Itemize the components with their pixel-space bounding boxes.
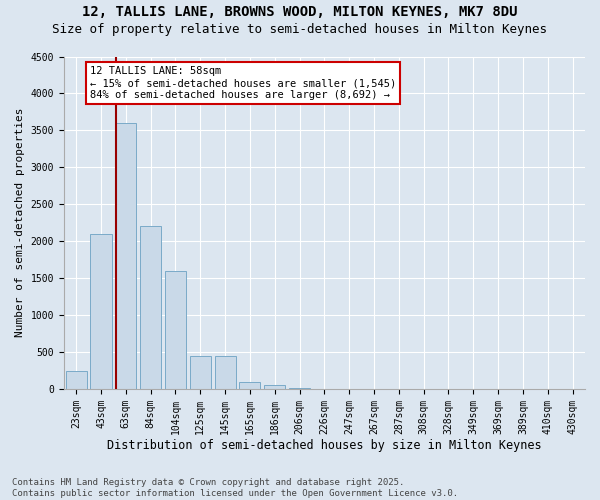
Bar	[215, 356, 236, 389]
Bar	[165, 271, 186, 389]
Bar	[264, 384, 285, 389]
Bar	[140, 226, 161, 389]
Text: 12, TALLIS LANE, BROWNS WOOD, MILTON KEYNES, MK7 8DU: 12, TALLIS LANE, BROWNS WOOD, MILTON KEY…	[82, 5, 518, 19]
Y-axis label: Number of semi-detached properties: Number of semi-detached properties	[15, 108, 25, 338]
Text: 12 TALLIS LANE: 58sqm
← 15% of semi-detached houses are smaller (1,545)
84% of s: 12 TALLIS LANE: 58sqm ← 15% of semi-deta…	[90, 66, 396, 100]
Bar	[190, 356, 211, 389]
X-axis label: Distribution of semi-detached houses by size in Milton Keynes: Distribution of semi-detached houses by …	[107, 440, 542, 452]
Text: Contains HM Land Registry data © Crown copyright and database right 2025.
Contai: Contains HM Land Registry data © Crown c…	[12, 478, 458, 498]
Bar	[115, 123, 136, 389]
Bar	[65, 370, 87, 389]
Bar	[239, 382, 260, 389]
Text: Size of property relative to semi-detached houses in Milton Keynes: Size of property relative to semi-detach…	[53, 22, 548, 36]
Bar	[91, 234, 112, 389]
Bar	[289, 388, 310, 389]
